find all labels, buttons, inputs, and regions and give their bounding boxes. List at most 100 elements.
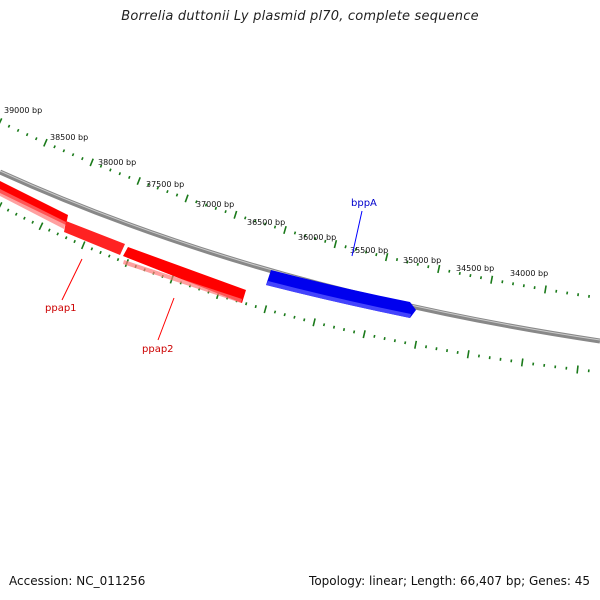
minor-tick <box>109 168 112 172</box>
gene-ppap1[interactable] <box>0 181 125 255</box>
minor-tick <box>273 310 277 314</box>
scale-label: 34500 bp <box>456 264 494 273</box>
major-tick <box>384 253 389 262</box>
minor-tick <box>244 216 247 220</box>
minor-tick <box>324 239 327 243</box>
major-tick <box>490 275 494 284</box>
scale-labels: 39000 bp 38500 bp 38000 bp 37500 bp 3700… <box>4 106 548 278</box>
minor-tick <box>81 156 84 161</box>
major-tick <box>414 340 418 349</box>
major-tick <box>136 177 141 185</box>
gene-label-ppap2[interactable]: ppap2 <box>142 344 174 355</box>
minor-tick <box>566 291 569 295</box>
outer-scale-ticks <box>0 118 590 298</box>
minor-tick <box>427 265 430 269</box>
minor-tick <box>224 210 227 214</box>
minor-tick <box>116 258 120 262</box>
gene-bppA[interactable] <box>266 270 416 318</box>
gene-label-bppA[interactable]: bppA <box>351 198 377 209</box>
major-tick <box>263 305 268 314</box>
major-tick <box>0 202 3 208</box>
minor-tick <box>107 254 111 258</box>
minor-tick <box>344 245 347 249</box>
plasmid-backbone <box>0 169 600 344</box>
bppA-leader-line <box>351 210 363 257</box>
major-tick <box>544 285 547 294</box>
scale-label: 37500 bp <box>146 180 184 189</box>
minor-tick <box>245 302 248 306</box>
minor-tick <box>23 216 26 220</box>
plasmid-backbone-highlight <box>0 170 600 341</box>
scale-label: 37000 bp <box>196 200 234 209</box>
minor-tick <box>118 172 122 176</box>
major-tick <box>184 194 189 203</box>
minor-tick <box>90 247 94 251</box>
minor-tick <box>204 203 208 207</box>
minor-tick <box>47 228 51 232</box>
major-tick <box>38 222 44 231</box>
minor-tick <box>303 318 306 322</box>
minor-tick <box>56 232 60 236</box>
major-tick <box>362 330 366 339</box>
gene-label-ppap1[interactable]: ppap1 <box>45 303 77 314</box>
gene-ppap2[interactable] <box>123 247 246 303</box>
minor-tick <box>34 137 38 141</box>
minor-tick <box>31 220 35 224</box>
major-tick <box>283 225 287 235</box>
minor-tick <box>273 225 277 229</box>
major-tick <box>0 118 3 124</box>
minor-tick <box>332 325 336 329</box>
major-tick <box>233 210 238 219</box>
minor-tick <box>342 328 346 332</box>
map-title: Borrelia duttonii Ly plasmid pl70, compl… <box>121 9 479 24</box>
scale-label: 38000 bp <box>98 158 136 167</box>
scale-label: 34000 bp <box>510 269 548 278</box>
minor-tick <box>195 200 198 204</box>
minor-tick <box>354 247 357 252</box>
gene-ppap1-arrow-2[interactable] <box>64 221 125 255</box>
minor-tick <box>322 323 326 327</box>
minor-tick <box>364 250 368 254</box>
topology-summary: Topology: linear; Length: 66,407 bp; Gen… <box>309 574 590 588</box>
minor-tick <box>406 260 409 264</box>
major-tick <box>89 158 94 167</box>
major-tick <box>312 318 316 327</box>
major-tick <box>520 358 524 367</box>
major-tick <box>43 138 48 147</box>
major-tick <box>333 240 338 249</box>
minor-tick <box>479 276 483 280</box>
gene-bppA-arrow[interactable] <box>266 270 416 318</box>
minor-tick <box>416 262 419 266</box>
scale-label: 36500 bp <box>247 218 285 227</box>
gene-ppap2-arrow[interactable] <box>123 247 246 303</box>
minor-tick <box>7 124 11 128</box>
scale-label: 38500 bp <box>50 133 88 142</box>
scale-label: 35000 bp <box>403 256 441 265</box>
major-tick <box>437 264 441 274</box>
major-tick <box>576 365 579 374</box>
minor-tick <box>448 269 451 273</box>
minor-tick <box>283 313 286 317</box>
minor-tick <box>99 250 102 255</box>
minor-tick <box>314 237 317 241</box>
minor-tick <box>53 145 56 149</box>
minor-tick <box>16 128 20 133</box>
minor-tick <box>6 208 10 212</box>
scale-label: 39000 bp <box>4 106 42 115</box>
minor-tick <box>373 334 376 338</box>
minor-tick <box>166 190 169 194</box>
minor-tick <box>375 253 378 257</box>
minor-tick <box>522 284 525 288</box>
scale-label: 36000 bp <box>298 233 336 242</box>
scale-label: 35500 bp <box>350 246 388 255</box>
minor-tick <box>99 164 103 168</box>
minor-tick <box>293 231 297 235</box>
minor-tick <box>253 219 257 223</box>
minor-tick <box>263 222 267 226</box>
major-tick <box>80 241 86 250</box>
minor-tick <box>73 239 76 244</box>
minor-tick <box>128 175 131 179</box>
minor-tick <box>435 347 438 351</box>
gene-ppap1-arrow[interactable] <box>0 181 68 225</box>
ppap1-leader-line <box>61 258 83 301</box>
